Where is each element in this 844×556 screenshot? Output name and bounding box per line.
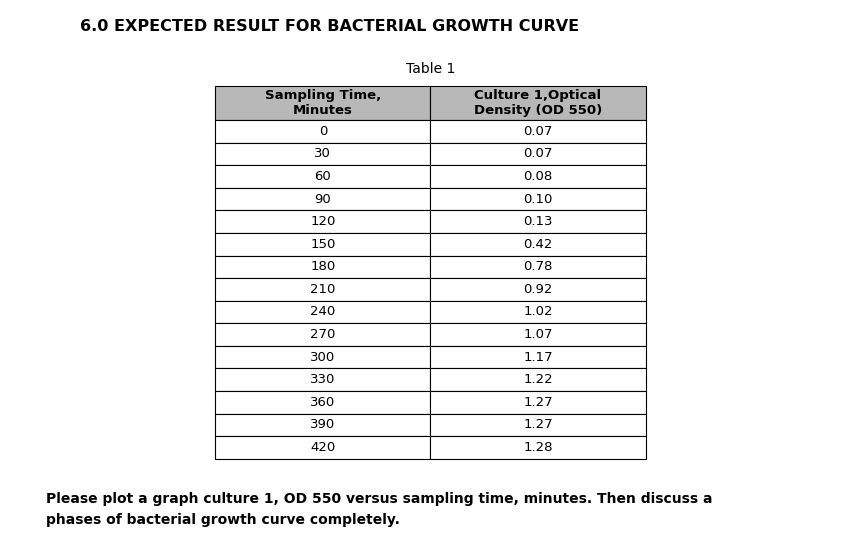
Text: 1.27: 1.27 [523,396,553,409]
Text: 90: 90 [315,192,331,206]
Bar [430,210,646,233]
Text: 0.78: 0.78 [523,260,553,274]
Text: 0.08: 0.08 [523,170,553,183]
Bar [215,256,430,278]
Bar [430,346,646,369]
Bar [215,278,430,301]
Text: 0.92: 0.92 [523,283,553,296]
Text: 60: 60 [315,170,331,183]
Bar [215,165,430,188]
Bar [215,120,430,143]
Bar [430,256,646,278]
Bar [215,143,430,165]
Bar [215,86,430,120]
Bar [430,143,646,165]
Bar [215,369,430,391]
Text: 30: 30 [315,147,331,161]
Text: 1.28: 1.28 [523,441,553,454]
Text: 240: 240 [311,305,335,319]
Text: 1.17: 1.17 [523,351,553,364]
Text: 0.07: 0.07 [523,125,553,138]
Bar [430,414,646,436]
Text: 300: 300 [311,351,335,364]
Text: 180: 180 [311,260,335,274]
Text: Sampling Time,
Minutes: Sampling Time, Minutes [265,89,381,117]
Bar [430,188,646,210]
Text: 150: 150 [310,238,336,251]
Text: 0.07: 0.07 [523,147,553,161]
Text: 120: 120 [310,215,336,228]
Bar [430,86,646,120]
Bar [430,436,646,459]
Text: 330: 330 [310,373,336,386]
Text: 1.02: 1.02 [523,305,553,319]
Bar [430,165,646,188]
Bar [430,323,646,346]
Text: Culture 1,Optical
Density (OD 550): Culture 1,Optical Density (OD 550) [474,89,602,117]
Text: Please plot a graph culture 1, OD 550 versus sampling time, minutes. Then discus: Please plot a graph culture 1, OD 550 ve… [46,492,713,527]
Bar [215,414,430,436]
Bar [215,210,430,233]
Text: 0.10: 0.10 [523,192,553,206]
Bar [215,346,430,369]
Text: 210: 210 [310,283,336,296]
Text: 0: 0 [319,125,327,138]
Bar [215,188,430,210]
Text: 6.0 EXPECTED RESULT FOR BACTERIAL GROWTH CURVE: 6.0 EXPECTED RESULT FOR BACTERIAL GROWTH… [80,19,579,34]
Bar [215,323,430,346]
Text: 0.13: 0.13 [523,215,553,228]
Text: 360: 360 [311,396,335,409]
Bar [430,120,646,143]
Bar [430,369,646,391]
Text: 1.22: 1.22 [523,373,553,386]
Bar [430,278,646,301]
Text: 1.07: 1.07 [523,328,553,341]
Bar [430,301,646,323]
Bar [430,391,646,414]
Bar [215,391,430,414]
Bar [215,436,430,459]
Bar [430,233,646,256]
Text: 0.42: 0.42 [523,238,553,251]
Text: 420: 420 [311,441,335,454]
Text: 390: 390 [311,418,335,431]
Text: Table 1: Table 1 [406,62,455,76]
Text: 1.27: 1.27 [523,418,553,431]
Bar [215,233,430,256]
Text: 270: 270 [310,328,336,341]
Bar [215,301,430,323]
